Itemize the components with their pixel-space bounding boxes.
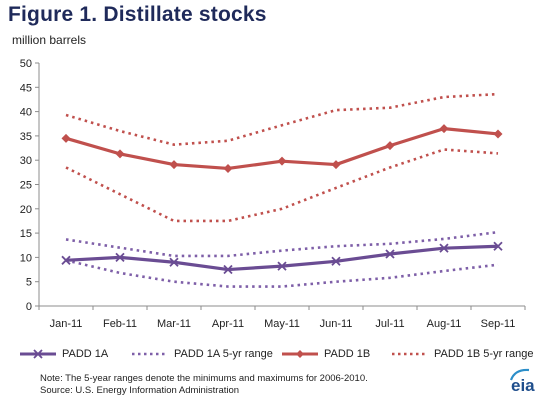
y-tick-label: 50 — [20, 58, 32, 70]
chart-plot: 0 5 10 15 20 25 30 35 40 45 50 Jan-11 Feb-11 Mar-11 Ap… — [20, 58, 526, 330]
padd-1b-point — [331, 160, 341, 170]
y-tick-label: 10 — [20, 252, 32, 264]
padd-1b-point — [277, 156, 287, 166]
legend-label-padd1a: PADD 1A — [62, 348, 109, 360]
padd-1b-5-yr-range-max-line — [65, 92, 499, 146]
note-text: Note: The 5-year ranges denote the minim… — [40, 373, 368, 384]
chart-legend: PADD 1A PADD 1A 5-yr range PADD 1B PADD … — [20, 344, 545, 364]
padd-1b-point — [115, 149, 125, 159]
legend-label-padd1b: PADD 1B — [324, 348, 371, 360]
padd-1a-point — [169, 257, 179, 267]
padd-1a-point — [223, 264, 233, 275]
y-tick-label: 0 — [26, 301, 32, 313]
padd-1b-5-yr-range-min-line — [65, 148, 499, 223]
y-tick-label: 15 — [20, 228, 32, 240]
eia-logo-icon: eia — [509, 368, 535, 395]
chart-axes: 0 5 10 15 20 25 30 35 40 45 50 Jan-11 Feb-11 Mar-11 Ap… — [20, 58, 526, 330]
padd-1a-point — [115, 252, 125, 263]
y-tick-label: 45 — [20, 82, 32, 94]
legend-item-padd1a-range: PADD 1A 5-yr range — [132, 344, 273, 364]
padd-1a-point — [493, 241, 503, 251]
y-tick-label: 30 — [20, 155, 32, 167]
padd-1a-5-yr-range-max-line — [65, 230, 499, 258]
chart-title: Figure 1. Distillate stocks — [8, 3, 267, 26]
legend-swatch-padd1a-range — [132, 352, 168, 356]
padd-1b-point — [61, 133, 71, 143]
x-tick-label: Jan-11 — [50, 318, 83, 330]
y-tick-label: 20 — [20, 204, 32, 216]
x-tick-label: Apr-11 — [212, 318, 244, 330]
padd-1b-point — [169, 160, 179, 170]
x-tick-label: Mar-11 — [157, 318, 191, 330]
eia-logo-text: eia — [511, 376, 535, 395]
padd-1a-point — [277, 261, 287, 271]
x-tick-label: Sep-11 — [481, 318, 516, 330]
range-series-group — [65, 92, 499, 288]
padd-1a-point — [439, 243, 449, 253]
padd-1b-point — [493, 129, 503, 139]
padd-1a-point — [385, 249, 395, 259]
padd-1b-point — [385, 141, 395, 151]
legend-swatch-padd1a — [20, 349, 56, 359]
legend-item-padd1a: PADD 1A — [20, 344, 108, 364]
footnote: Note: The 5-year ranges denote the minim… — [40, 373, 368, 397]
y-tick-label: 40 — [20, 107, 32, 119]
legend-label-padd1b-range: PADD 1B 5-yr range — [434, 348, 534, 360]
padd-1a-point — [331, 256, 341, 266]
legend-swatch-padd1b-range — [392, 352, 428, 356]
y-axis-units-label: million barrels — [12, 33, 87, 47]
padd-1b-point — [439, 124, 449, 134]
source-text: Source: U.S. Energy Information Administ… — [40, 385, 240, 396]
x-tick-label: Feb-11 — [103, 318, 137, 330]
line-series-group — [61, 124, 503, 275]
y-tick-label: 25 — [20, 180, 32, 192]
padd-1a-5-yr-range-min-line — [65, 259, 499, 288]
x-tick-label: Jun-11 — [320, 318, 353, 330]
legend-swatch-padd1b — [282, 350, 318, 358]
padd-1a-point — [61, 255, 71, 265]
legend-item-padd1b: PADD 1B — [282, 344, 370, 364]
padd-1b-point — [223, 163, 233, 173]
y-tick-label: 35 — [20, 131, 32, 143]
y-tick-label: 5 — [26, 277, 32, 289]
x-tick-label: May-11 — [264, 318, 300, 330]
legend-label-padd1a-range: PADD 1A 5-yr range — [174, 348, 273, 360]
x-tick-label: Jul-11 — [375, 318, 404, 330]
legend-item-padd1b-range: PADD 1B 5-yr range — [392, 344, 533, 364]
x-tick-label: Aug-11 — [427, 318, 462, 330]
